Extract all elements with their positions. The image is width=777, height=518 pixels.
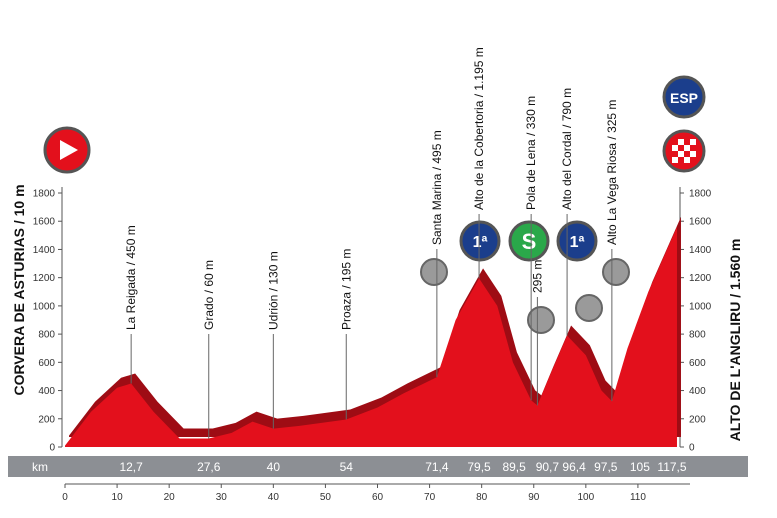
y-tick-label: 1000: [33, 301, 56, 312]
y-tick-label: 1400: [689, 245, 712, 256]
badge: 1ª: [556, 220, 598, 262]
badge-text: 1ª: [473, 234, 488, 251]
x-tick-label: 60: [372, 492, 384, 503]
x-tick-label: 90: [528, 492, 540, 503]
place-label: Alto de la Cobertoria / 1.195 m: [472, 47, 486, 210]
km-marker-label: 54: [340, 460, 354, 474]
x-tick-label: 100: [577, 492, 594, 503]
y-tick-label: 800: [38, 330, 55, 341]
km-marker-label: 27,6: [197, 460, 221, 474]
place-label: La Reigada / 450 m: [124, 225, 138, 330]
badge: 1ª: [459, 220, 501, 262]
y-tick-label: 600: [689, 358, 706, 369]
y-tick-label: 1200: [689, 273, 712, 284]
y-tick-label: 1200: [33, 273, 56, 284]
y-tick-label: 200: [689, 414, 706, 425]
km-marker-label: 105: [630, 460, 650, 474]
y-tick-label: 800: [689, 330, 706, 341]
x-tick-label: 80: [476, 492, 488, 503]
place-label: Udrión / 130 m: [266, 251, 280, 330]
finish-label: ALTO DE L'ANGLIRU / 1.560 m: [727, 239, 743, 442]
y-tick-label: 600: [38, 358, 55, 369]
y-tick-label: 0: [689, 443, 695, 454]
y-tick-label: 1600: [33, 217, 56, 228]
y-tick-label: 1800: [33, 189, 56, 200]
profile-layer: [65, 216, 681, 447]
place-label: Pola de Lena / 330 m: [524, 96, 538, 210]
km-marker-label: 12,7: [119, 460, 143, 474]
y-tick-label: 400: [38, 386, 55, 397]
km-marker-label: 71,4: [425, 460, 449, 474]
badge-text: ESP: [670, 90, 698, 106]
badge-text: 1ª: [570, 234, 585, 251]
x-tick-label: 20: [164, 492, 176, 503]
place-label: Santa Marina / 495 m: [430, 130, 444, 245]
y-tick-label: 0: [49, 443, 55, 454]
x-tick-label: 110: [630, 492, 646, 503]
x-tick-label: 0: [62, 492, 68, 503]
y-tick-label: 1000: [689, 301, 712, 312]
place-label: 295 m: [530, 260, 544, 293]
profile-shadow: [69, 216, 681, 437]
km-marker-label: 117,5: [657, 460, 686, 474]
x-tick-label: 70: [424, 492, 436, 503]
start-label: CORVERA DE ASTURIAS / 10 m: [11, 184, 27, 395]
km-marker-label: 89,5: [502, 460, 526, 474]
km-band: [8, 456, 748, 477]
y-tick-label: 1800: [689, 189, 712, 200]
y-tick-label: 1600: [689, 217, 712, 228]
km-marker-label: 97,5: [594, 460, 618, 474]
x-tick-label: 50: [320, 492, 332, 503]
place-label: Alto La Vega Riosa / 325 m: [605, 100, 619, 245]
start-icon: [43, 126, 91, 174]
profile-area: [65, 226, 677, 447]
x-tick-label: 10: [112, 492, 124, 503]
place-label: Grado / 60 m: [202, 260, 216, 330]
km-marker-label: 90,7: [536, 460, 560, 474]
place-label: Alto del Cordal / 790 m: [560, 88, 574, 210]
y-tick-label: 200: [38, 414, 55, 425]
feed-icons: [420, 258, 630, 334]
km-marker-label: 40: [267, 460, 281, 474]
finish-icon: [662, 129, 706, 173]
y-tick-label: 400: [689, 386, 706, 397]
y-tick-label: 1400: [33, 245, 56, 256]
km-marker-label: 79,5: [467, 460, 491, 474]
place-label: Proaza / 195 m: [339, 249, 353, 330]
km-label: km: [32, 460, 48, 474]
badge: ESP: [662, 75, 706, 119]
badge-text: S: [522, 229, 537, 254]
x-tick-label: 30: [216, 492, 228, 503]
badge: S: [508, 220, 550, 262]
x-tick-label: 40: [268, 492, 280, 503]
km-marker-label: 96,4: [562, 460, 586, 474]
